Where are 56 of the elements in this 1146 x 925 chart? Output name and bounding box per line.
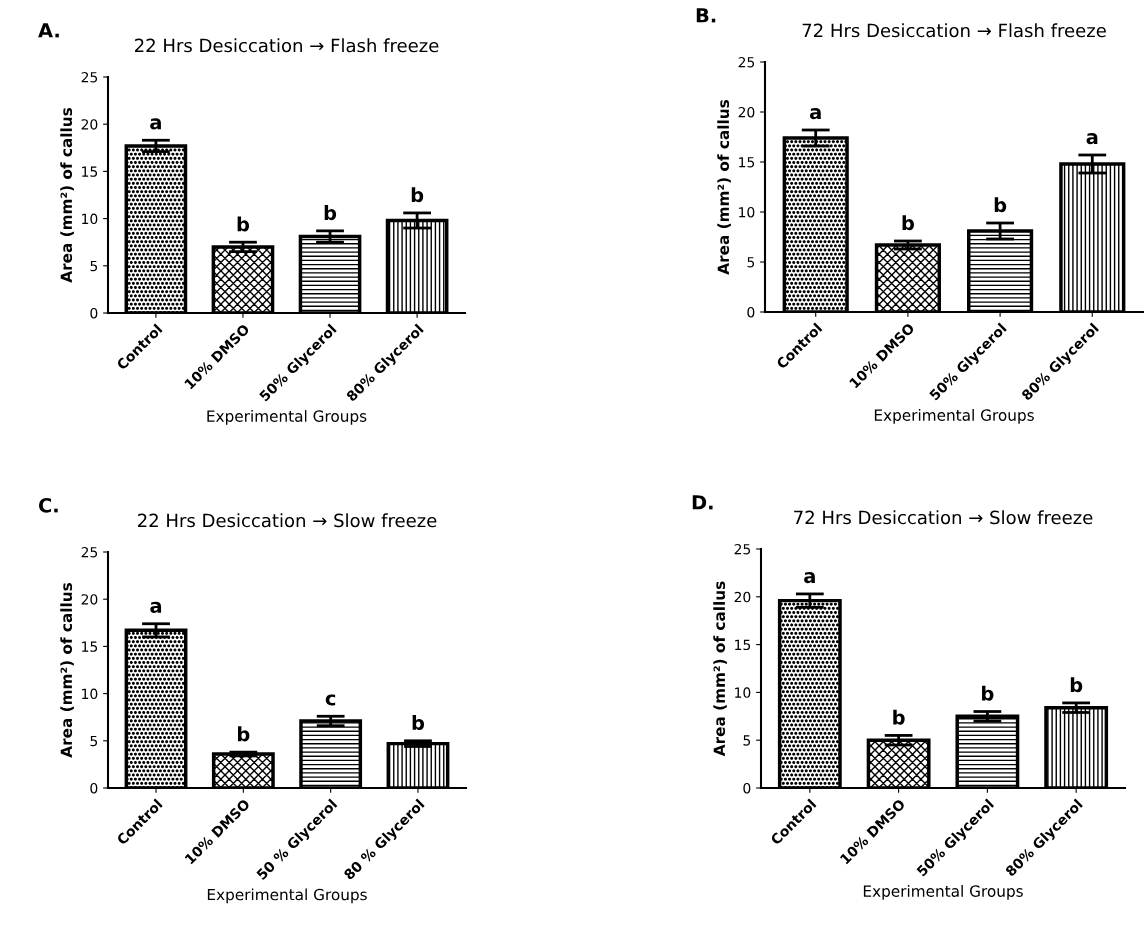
y-tick-label: 20 [738, 106, 755, 118]
y-axis-title: Area (mm²) of callus [60, 108, 74, 283]
y-tick-label: 25 [734, 543, 751, 555]
y-tick-label: 15 [739, 157, 755, 168]
x-axis-title: Experimental Groups [863, 885, 1023, 900]
annotation: a [804, 572, 815, 584]
annotation: a [150, 118, 161, 130]
annotation: b [893, 709, 905, 725]
y-tick-label: 5 [90, 735, 98, 747]
y-axis-title: Area (mm²) of callus [717, 100, 731, 275]
y-tick-label: 20 [81, 119, 98, 130]
annotation: a [150, 601, 162, 614]
y-tick-label: 25 [81, 71, 98, 83]
annotation: b [902, 215, 914, 231]
x-axis-title: Experimental Groups [874, 409, 1034, 424]
chart-title: 22 Hrs Desiccation → Flash freeze [135, 38, 439, 53]
y-tick-label: 5 [743, 735, 751, 746]
annotation: b [982, 685, 994, 701]
y-tick-label: 15 [735, 639, 751, 651]
annotation: b [1070, 677, 1083, 693]
y-tick-label: 20 [81, 594, 98, 605]
text: C. [38, 497, 58, 513]
y-tick-label: 0 [747, 306, 755, 318]
y-tick-label: 10 [82, 213, 98, 225]
x-axis-title: Experimental Groups [207, 410, 367, 425]
annotation: b [411, 187, 424, 203]
y-tick-label: 10 [739, 206, 755, 218]
annotation: b [238, 726, 250, 742]
text: D. [692, 495, 713, 510]
y-tick-label: 5 [747, 257, 755, 268]
text: B. [696, 8, 716, 23]
y-tick-label: 25 [81, 546, 98, 558]
y-tick-label: 0 [90, 782, 98, 794]
y-tick-label: 0 [90, 307, 98, 319]
y-tick-label: 10 [735, 687, 751, 698]
annotation: b [237, 216, 250, 232]
y-tick-label: 10 [82, 688, 98, 700]
x-axis-title: Experimental Groups [207, 888, 367, 904]
chart-title: 22 Hrs Desiccation → Slow freeze [138, 513, 437, 528]
chart-title: 72 Hrs Desiccation → Slow freeze [794, 510, 1093, 525]
chart-title: 72 Hrs Desiccation → Flash freeze [802, 23, 1106, 38]
y-tick-label: 15 [82, 166, 98, 177]
text: A. [38, 23, 59, 38]
y-tick-label: 5 [90, 260, 98, 272]
y-tick-label: 20 [734, 591, 751, 603]
y-axis-title: Area (mm²) of callus [60, 583, 74, 758]
annotation: b [412, 715, 425, 731]
y-tick-label: 15 [82, 641, 98, 652]
y-tick-label: 25 [738, 56, 755, 68]
y-axis-title: Area (mm²) of callus [713, 581, 727, 757]
annotation: c [325, 694, 336, 706]
annotation: a [1086, 133, 1098, 145]
annotation: a [809, 108, 821, 120]
annotation: b [994, 197, 1007, 213]
y-tick-label: 0 [743, 782, 751, 794]
annotation: b [324, 205, 337, 221]
